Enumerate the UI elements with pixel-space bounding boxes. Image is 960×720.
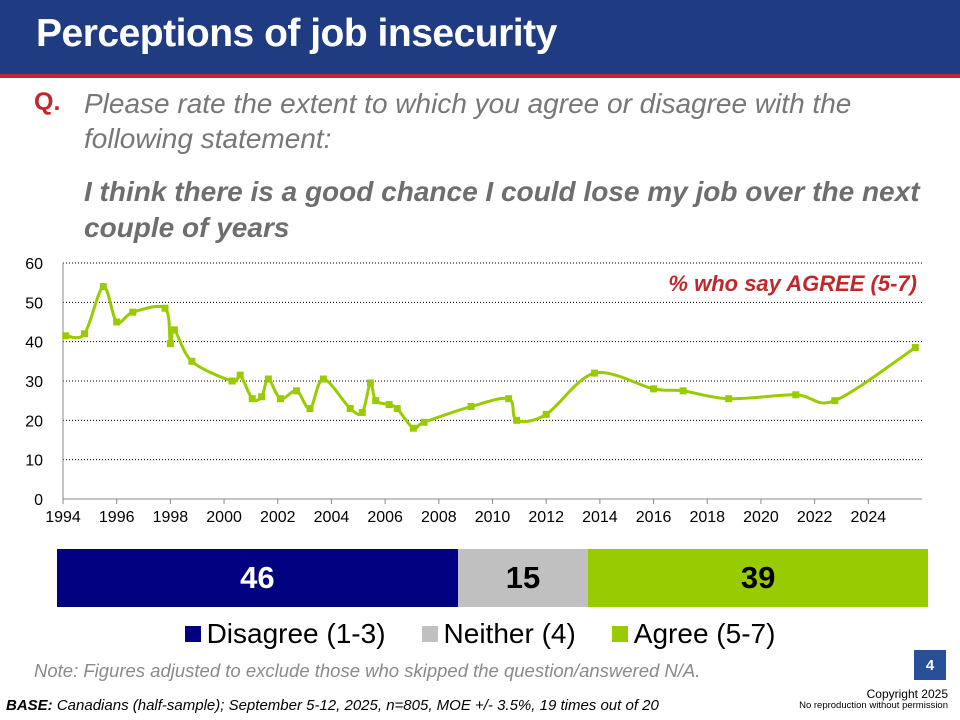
- y-tick-label: 40: [25, 335, 43, 352]
- data-point-marker: [161, 304, 169, 312]
- bar-segment-agree: 39: [588, 549, 928, 607]
- base-text: Canadians (half-sample); September 5-12,…: [56, 697, 659, 714]
- data-point-marker: [542, 410, 550, 418]
- trend-line-chart: 0 10 20 30 40 50 60 1994 1996 1998 2000 2002 2004 200…: [25, 256, 922, 526]
- y-tick-label: 10: [25, 453, 43, 470]
- data-point-marker: [228, 377, 236, 385]
- legend-swatch-disagree: [184, 626, 201, 642]
- data-point-marker: [366, 379, 374, 387]
- data-point-marker: [258, 393, 266, 401]
- bar-segment-neither: 15: [457, 549, 589, 607]
- data-point-marker: [80, 330, 88, 338]
- agree-series-line: [65, 285, 917, 431]
- data-point-marker: [188, 357, 196, 365]
- data-point-marker: [293, 387, 301, 395]
- stacked-bar: 46 15 39: [57, 549, 928, 607]
- footnote: Note: Figures adjusted to exclude those …: [34, 660, 701, 681]
- data-point-marker: [409, 424, 417, 432]
- data-point-marker: [319, 375, 327, 383]
- x-tick-label: 2008: [421, 509, 457, 526]
- data-point-marker: [306, 405, 314, 413]
- chart-annotation: % who say AGREE (5-7): [668, 271, 917, 296]
- x-tick-label: 2022: [797, 509, 833, 526]
- x-tick-label: 1996: [99, 509, 135, 526]
- data-point-marker: [385, 401, 393, 409]
- x-tick-label: 2016: [636, 509, 672, 526]
- question-statement: I think there is a good chance I could l…: [84, 176, 920, 243]
- data-point-marker: [62, 332, 70, 340]
- data-point-marker: [358, 408, 366, 416]
- y-tick-label: 50: [25, 295, 43, 312]
- header-banner: [0, 0, 960, 74]
- data-point-marker: [650, 385, 658, 393]
- legend-item-disagree: Disagree (1-3): [184, 618, 386, 650]
- page-title: Perceptions of job insecurity: [36, 12, 557, 55]
- data-point-marker: [264, 375, 272, 383]
- legend-label-neither: Neither (4): [443, 618, 576, 649]
- data-point-marker: [113, 318, 121, 326]
- data-point-marker: [129, 308, 137, 316]
- x-tick-label: 2000: [206, 509, 242, 526]
- copyright-line: Copyright 2025: [866, 687, 948, 701]
- data-point-marker: [725, 395, 733, 403]
- y-tick-label: 0: [34, 492, 43, 509]
- copyright: Copyright 2025 No reproduction without p…: [799, 688, 948, 712]
- bar-segment-disagree: 46: [57, 549, 458, 607]
- question-marker: Q.: [34, 88, 61, 116]
- legend-label-disagree: Disagree (1-3): [206, 618, 386, 649]
- x-tick-label: 1994: [45, 509, 81, 526]
- base-label: BASE:: [6, 697, 53, 714]
- data-point-marker: [505, 395, 513, 403]
- legend-item-neither: Neither (4): [421, 618, 576, 650]
- legend: Disagree (1-3) Neither (4) Agree (5-7): [0, 618, 960, 650]
- x-tick-label: 1998: [153, 509, 189, 526]
- bar-value-label-neither: 15: [505, 560, 541, 595]
- legend-item-agree: Agree (5-7): [611, 618, 776, 650]
- page-number: 4: [914, 650, 946, 680]
- x-tick-label: 2006: [367, 509, 403, 526]
- header-rule: [0, 74, 960, 78]
- bar-value-label-disagree: 46: [240, 560, 275, 595]
- data-point-marker: [99, 283, 107, 291]
- base-note: BASE: Canadians (half-sample); September…: [6, 697, 659, 714]
- legend-label-agree: Agree (5-7): [633, 618, 776, 649]
- bar-value-label-agree: 39: [740, 560, 776, 595]
- data-point-marker: [236, 371, 244, 379]
- x-tick-label: 2004: [314, 509, 350, 526]
- data-point-marker: [792, 391, 800, 399]
- x-tick-label: 2010: [475, 509, 511, 526]
- data-point-marker: [831, 397, 839, 405]
- data-point-marker: [591, 369, 599, 377]
- legend-swatch-agree: [611, 626, 628, 642]
- data-point-marker: [248, 395, 256, 403]
- y-tick-label: 20: [25, 413, 43, 430]
- data-point-marker: [467, 403, 475, 411]
- x-tick-label: 2012: [528, 509, 564, 526]
- data-point-marker: [911, 344, 919, 352]
- data-point-marker: [372, 397, 380, 405]
- x-tick-label: 2014: [582, 509, 618, 526]
- x-tick-label: 2024: [851, 509, 887, 526]
- data-point-marker: [393, 405, 401, 413]
- data-point-marker: [679, 387, 687, 395]
- y-tick-label: 60: [25, 256, 43, 273]
- data-point-marker: [170, 326, 178, 334]
- data-point-marker: [420, 418, 428, 426]
- x-tick-label: 2020: [743, 509, 779, 526]
- y-tick-label: 30: [25, 374, 43, 391]
- x-tick-label: 2002: [260, 509, 296, 526]
- data-point-marker: [276, 395, 284, 403]
- data-point-marker: [346, 405, 354, 413]
- data-point-marker: [513, 416, 521, 424]
- x-tick-label: 2018: [689, 509, 725, 526]
- legend-swatch-neither: [421, 626, 438, 642]
- question-text: Please rate the extent to which you agre…: [84, 88, 852, 154]
- copyright-notice: No reproduction without permission: [799, 700, 948, 711]
- data-point-marker: [166, 340, 174, 348]
